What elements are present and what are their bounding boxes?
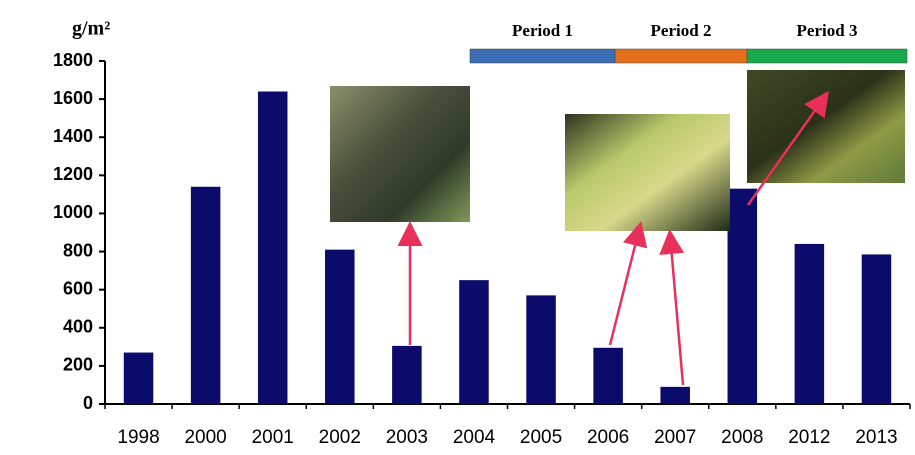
y-tick-label: 1600 (53, 88, 93, 108)
bar (526, 295, 556, 404)
bar (862, 254, 892, 404)
bar (124, 353, 154, 404)
x-tick-label: 2002 (319, 427, 361, 448)
bar (795, 244, 825, 404)
bar (593, 348, 623, 404)
x-tick-label: 2001 (252, 427, 294, 448)
satellite-image (330, 86, 470, 222)
bar (660, 387, 690, 404)
bar (728, 189, 758, 404)
x-tick-label: 2008 (721, 427, 763, 448)
x-tick-label: 2012 (788, 427, 830, 448)
y-tick-label: 0 (83, 393, 93, 413)
x-tick-label: 2006 (587, 427, 629, 448)
bar (191, 187, 221, 404)
satellite-image (747, 70, 905, 183)
bar (325, 250, 355, 404)
arrow (610, 226, 640, 345)
arrow (670, 234, 683, 385)
chart: g/m² 0 200 400 600 800 1000 1200 1400 1600 1800 19… (0, 0, 915, 455)
y-tick-label: 1200 (53, 164, 93, 184)
x-tick-label: 2003 (386, 427, 428, 448)
x-tick-label: 2007 (654, 427, 696, 448)
period-label: Period 2 (651, 21, 712, 40)
satellite-images (330, 70, 905, 231)
x-tick-label: 2004 (453, 427, 496, 448)
y-tick-label: 800 (63, 240, 93, 260)
x-tick-label: 1998 (117, 427, 159, 448)
period-label: Period 3 (797, 21, 858, 40)
y-tick-label: 1000 (53, 202, 93, 222)
y-tick-label: 1800 (53, 50, 93, 70)
y-tick-label: 600 (63, 278, 93, 298)
period-band (470, 49, 615, 63)
y-tick-label: 200 (63, 355, 93, 375)
satellite-image (565, 114, 730, 231)
period-label: Period 1 (512, 21, 573, 40)
y-tick-label: 1400 (53, 126, 93, 146)
x-tick-label: 2005 (520, 427, 562, 448)
bar (258, 91, 288, 404)
bar (459, 280, 489, 404)
x-tick-label: 2013 (855, 427, 897, 448)
bar (392, 346, 422, 404)
period-band (615, 49, 747, 63)
period-band (747, 49, 907, 63)
y-tick-label: 400 (63, 317, 93, 337)
y-axis-label: g/m² (72, 18, 110, 40)
x-tick-label: 2000 (184, 427, 226, 448)
